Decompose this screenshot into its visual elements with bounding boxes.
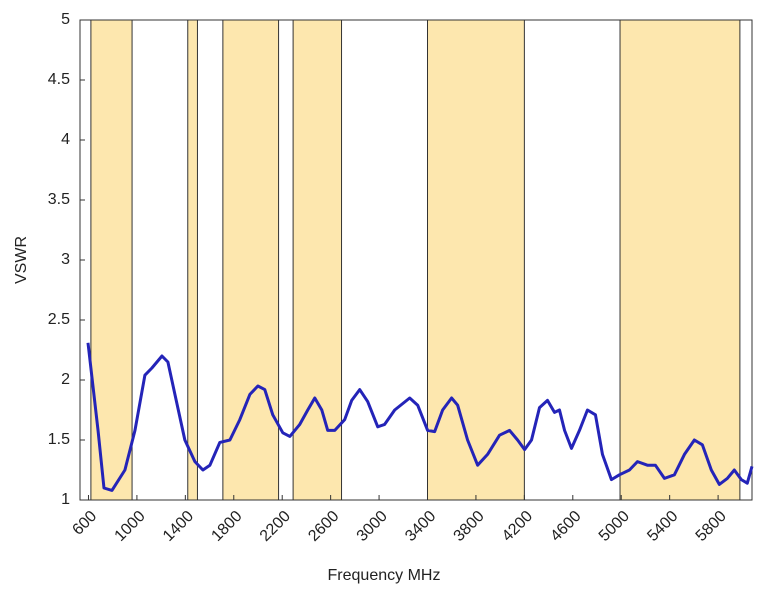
- x-tick-label: 3000: [354, 508, 391, 545]
- y-tick-label: 1.5: [48, 431, 70, 448]
- x-tick-label: 600: [69, 508, 100, 539]
- plot-frame: [79, 19, 753, 501]
- band: [619, 19, 741, 501]
- x-tick-label: 5000: [596, 508, 633, 545]
- y-tick-label: 5: [61, 11, 70, 28]
- x-tick-label: 5400: [644, 508, 681, 545]
- x-tick-label: 4200: [499, 508, 536, 545]
- y-tick-label: 2: [61, 371, 70, 388]
- y-tick-label: 2.5: [48, 311, 70, 328]
- x-tick-label: 1800: [208, 508, 245, 545]
- x-tick-label: 3400: [402, 508, 439, 545]
- x-tick-label: 1400: [160, 508, 197, 545]
- band: [187, 19, 198, 501]
- x-tick-label: 4600: [547, 508, 584, 545]
- vswr-line: [86, 342, 754, 492]
- y-tick-label: 1: [61, 491, 70, 508]
- x-tick-label: 2600: [305, 508, 342, 545]
- x-tick-label: 5800: [693, 508, 730, 545]
- x-tick-label: 3800: [451, 508, 488, 545]
- band: [292, 19, 343, 501]
- y-tick-label: 4.5: [48, 71, 70, 88]
- y-tick-label: 4: [61, 131, 70, 148]
- x-tick-label: 1000: [112, 508, 149, 545]
- y-tick-label: 3: [61, 251, 70, 268]
- y-axis-label: VSWR: [13, 236, 30, 284]
- band: [427, 19, 525, 501]
- x-tick-label: 2200: [257, 508, 294, 545]
- band: [222, 19, 280, 501]
- y-tick-label: 3.5: [48, 191, 70, 208]
- x-axis-label: Frequency MHz: [328, 567, 441, 584]
